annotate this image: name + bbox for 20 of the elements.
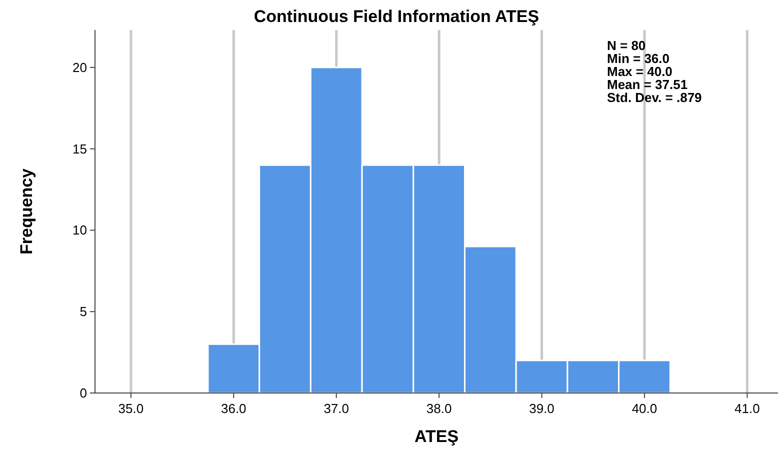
chart-title: Continuous Field Information ATEŞ xyxy=(254,7,540,26)
x-tick-label: 36.0 xyxy=(221,401,246,416)
x-axis-title: ATEŞ xyxy=(414,427,459,446)
x-tick-label: 40.0 xyxy=(632,401,658,416)
annotation: Mean = 37.51 xyxy=(607,77,688,92)
x-tick-label: 38.0 xyxy=(426,401,452,416)
y-tick-label: 5 xyxy=(80,304,87,320)
y-tick-label: 10 xyxy=(72,222,87,238)
x-tick-label: 35.0 xyxy=(118,401,144,416)
y-tick-label: 0 xyxy=(80,386,87,400)
y-axis-title: Frequency xyxy=(17,168,36,254)
x-tick-label: 39.0 xyxy=(529,401,554,416)
annotation: Min = 36.0 xyxy=(607,51,670,66)
annotation: Std. Dev. = .879 xyxy=(607,90,702,105)
y-tick-label: 20 xyxy=(72,60,87,75)
x-tick-label: 41.0 xyxy=(734,401,760,416)
x-tick-label: 37.0 xyxy=(324,401,350,416)
annotation: Max = 40.0 xyxy=(607,64,672,79)
annotation: N = 80 xyxy=(607,38,646,53)
y-tick-label: 15 xyxy=(72,141,87,156)
